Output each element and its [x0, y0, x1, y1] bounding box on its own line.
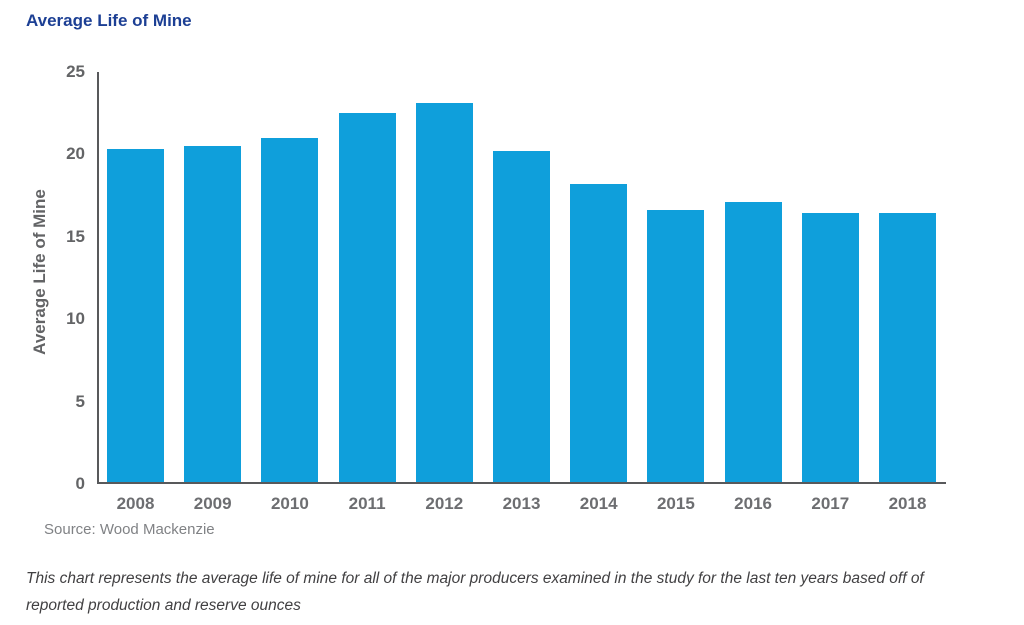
bar-2015 [647, 210, 705, 482]
bar-2012 [415, 102, 473, 482]
page-title: Average Life of Mine [26, 11, 192, 30]
x-tick-label: 2008 [116, 494, 155, 513]
y-tick-label: 0 [75, 474, 85, 493]
y-tick-label: 10 [66, 309, 85, 329]
x-tick-label: 2015 [656, 494, 695, 513]
plot-area: 0 5 10 15 20 25 2008 2009 2010 2011 2012 2013 2014 20… [66, 62, 946, 513]
x-tick-label: 2011 [348, 494, 386, 513]
source-note: Source: Wood Mackenzie [44, 521, 215, 538]
bar-2016 [724, 201, 782, 482]
x-tick-label: 2018 [888, 494, 927, 513]
x-tick-label: 2013 [502, 494, 541, 513]
bar-2014 [570, 183, 628, 482]
bar-2010 [261, 137, 319, 482]
y-tick-label: 20 [66, 144, 85, 164]
chart-caption-line1: This chart represents the average life o… [26, 570, 924, 587]
y-tick-label: 5 [75, 391, 85, 411]
bar-2017 [801, 213, 859, 482]
y-tick-label: 15 [66, 226, 85, 246]
chart-caption: This chart represents the average life o… [26, 565, 924, 619]
y-tick-label: 25 [66, 62, 85, 81]
bar-2018 [879, 213, 936, 482]
bar-2009 [184, 145, 242, 482]
bar-2013 [493, 150, 550, 482]
bar-2008 [107, 149, 164, 482]
x-tick-label: 2010 [270, 494, 309, 513]
chart-caption-line2: reported production and reserve ounces [26, 597, 301, 614]
y-axis-title: Average Life of Mine [30, 189, 49, 355]
x-tick-label: 2014 [579, 494, 618, 513]
x-tick-label: 2012 [425, 494, 464, 513]
x-tick-label: 2016 [734, 494, 773, 513]
x-tick-label: 2017 [811, 494, 850, 513]
x-tick-label: 2009 [193, 494, 232, 513]
bar-2011 [338, 112, 396, 482]
